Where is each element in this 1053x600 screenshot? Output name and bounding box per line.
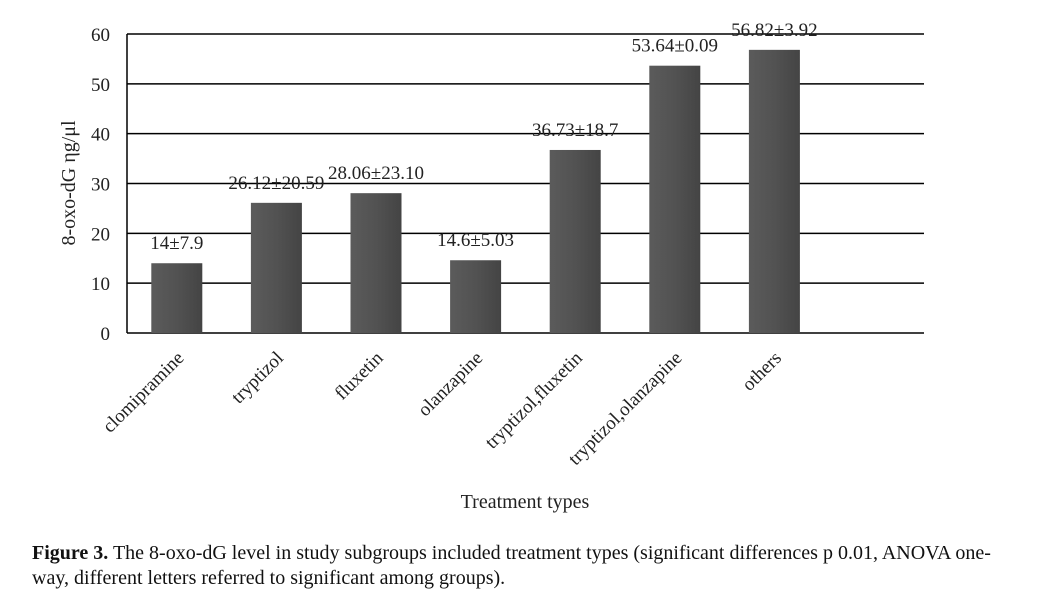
- x-tick-label: tryptizol,fluxetin: [481, 347, 587, 453]
- x-tick-label: fluxetin: [331, 347, 388, 404]
- x-tick-label: clomipramine: [99, 348, 188, 437]
- bar-chart: 0 10 20 30 40 50 60 clomipramine tryptizol fluxe…: [58, 20, 924, 513]
- data-label: 14.6±5.03: [437, 230, 514, 251]
- bars: [151, 49, 800, 334]
- caption-text: The 8-oxo-dG level in study subgroups in…: [32, 542, 991, 589]
- x-tick-label: olanzapine: [414, 348, 487, 421]
- data-label: 36.73±18.7: [532, 120, 618, 141]
- x-tick-labels: clomipramine tryptizol fluxetin olanzapinet…: [99, 347, 786, 469]
- bar: [549, 149, 601, 333]
- bar: [649, 65, 701, 333]
- y-tick-label: 40: [91, 125, 110, 146]
- y-tick-label: 30: [91, 175, 110, 196]
- y-tick-label: 0: [101, 324, 111, 345]
- data-labels: 14±7.9 26.12±20.59 28.06±23.10 14.6±5.03 36.…: [150, 20, 817, 254]
- caption-label: Figure 3.: [32, 542, 109, 564]
- x-tick-label: others: [738, 348, 786, 396]
- y-axis-title: 8-oxo-dG ηg/μl: [58, 120, 80, 246]
- y-tick-label: 20: [91, 224, 110, 245]
- figure-caption: Figure 3. The 8-oxo-dG level in study su…: [32, 541, 1022, 591]
- bar: [748, 49, 800, 334]
- data-label: 14±7.9: [150, 233, 203, 254]
- bar: [350, 193, 402, 333]
- y-tick-labels: 0 10 20 30 40 50 60: [91, 25, 110, 345]
- x-axis-title: Treatment types: [461, 491, 590, 513]
- bar: [151, 263, 203, 333]
- data-label: 26.12±20.59: [228, 173, 324, 194]
- y-tick-label: 10: [91, 274, 110, 295]
- data-label: 28.06±23.10: [328, 163, 424, 184]
- data-label: 53.64±0.09: [632, 36, 718, 57]
- y-tick-label: 60: [91, 25, 110, 46]
- data-label: 56.82±3.92: [731, 20, 817, 41]
- x-tick-label: tryptizol: [228, 348, 288, 408]
- bar: [250, 202, 302, 333]
- bar: [450, 260, 502, 333]
- y-tick-label: 50: [91, 75, 110, 96]
